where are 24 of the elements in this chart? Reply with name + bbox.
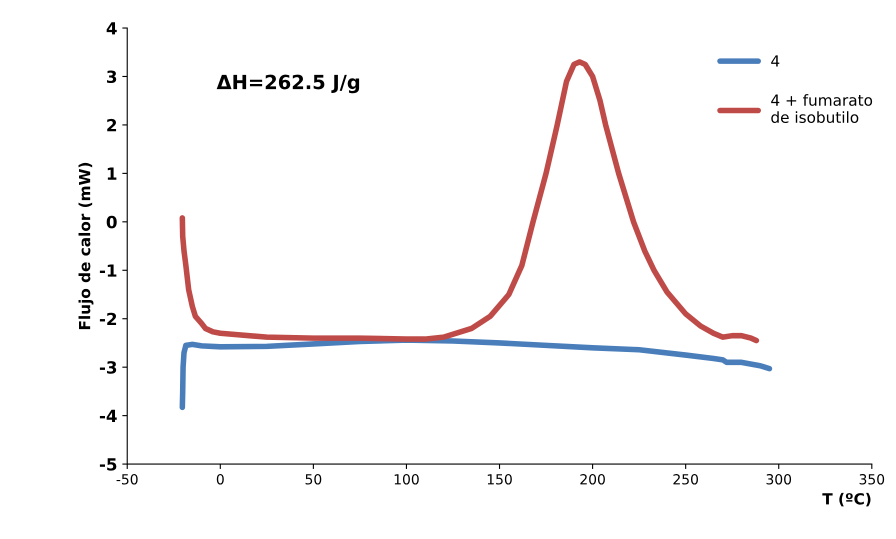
y-tick-label: 1 — [108, 168, 116, 180]
x-tick-label: 0 — [216, 474, 224, 485]
y-tick-label: 4 — [106, 22, 117, 34]
y-axis-title: Flujo de calor (mW) — [78, 162, 94, 330]
annotation: ΔH=262.5 J/g — [216, 74, 360, 94]
y-tick-label: -5 — [100, 458, 116, 471]
x-tick-label: -50 — [116, 474, 138, 485]
y-tick-label: 3 — [107, 70, 116, 84]
y-tick-label: -4 — [100, 410, 117, 422]
x-tick-label: 200 — [580, 474, 605, 485]
x-tick-label: 250 — [673, 474, 698, 485]
y-tick-label: -2 — [100, 312, 116, 326]
legend-label: 4 + fumarato de isobutilo — [771, 94, 872, 124]
legend-label: 4 — [771, 55, 780, 66]
x-tick-label: 100 — [394, 474, 419, 485]
x-axis-title: T (ºC) — [822, 492, 870, 506]
x-tick-label: 50 — [306, 474, 322, 485]
x-tick-label: 350 — [860, 474, 884, 485]
x-tick-label: 150 — [488, 474, 512, 485]
y-tick-label: 2 — [107, 118, 116, 132]
y-tick-label: 0 — [106, 216, 117, 228]
y-tick-label: -1 — [100, 264, 116, 277]
y-tick-label: -3 — [100, 361, 116, 374]
x-tick-label: 300 — [766, 474, 792, 485]
